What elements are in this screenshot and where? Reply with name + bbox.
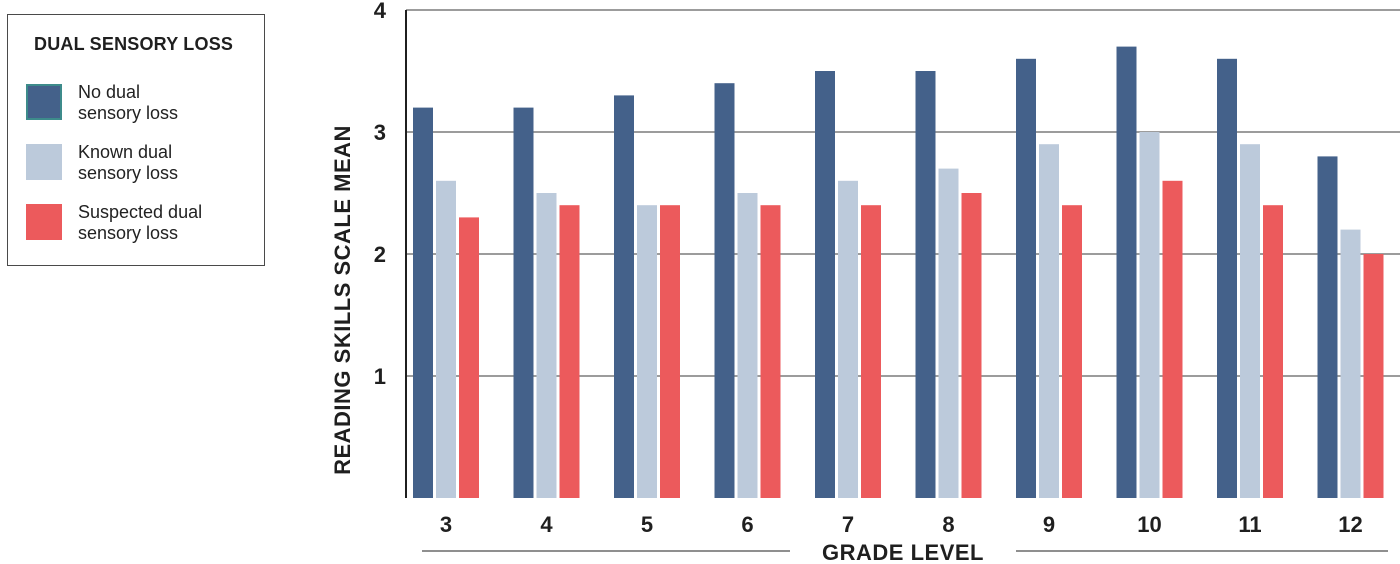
legend-swatch-suspected-dual [26,204,62,240]
bar-grade-4-series-0 [513,107,534,498]
bar-grade-8-series-1 [938,168,959,498]
legend-label-known-dual: Known dual sensory loss [78,142,248,184]
bar-grade-6-series-2 [760,205,781,498]
bar-grade-4-series-1 [536,193,557,498]
bar-grade-7-series-2 [861,205,881,498]
bar-grade-5-series-2 [660,205,680,498]
bar-grade-10-series-2 [1162,180,1183,499]
legend-label-line2: sensory loss [78,103,179,123]
bar-grade-4-series-2 [559,205,580,498]
axes [405,10,1388,552]
bar-grade-8-series-2 [961,193,982,498]
bar-grade-7-series-0 [815,71,835,498]
x-tick-label: 12 [1338,512,1362,537]
bar-grade-11-series-2 [1263,205,1283,498]
bar-grade-9-series-2 [1062,205,1082,498]
bars [413,46,1384,499]
bar-grade-6-series-0 [714,83,735,498]
bar-grade-5-series-0 [614,95,634,499]
bar-grade-10-series-1 [1139,132,1160,498]
legend-label-suspected-dual: Suspected dual sensory loss [78,202,248,244]
bar-grade-9-series-1 [1039,144,1059,498]
x-tick-label: 6 [741,512,753,537]
legend-swatch-known-dual [26,144,62,180]
bar-grade-3-series-2 [459,217,479,498]
bar-grade-10-series-0 [1116,46,1137,498]
bar-grade-5-series-1 [637,205,657,498]
x-tick-label: 8 [942,512,954,537]
bar-grade-6-series-1 [737,193,758,498]
legend: DUAL SENSORY LOSS No dual sensory loss K… [7,14,265,266]
y-tick-label: 3 [374,120,386,145]
legend-label-line2: sensory loss [78,223,179,243]
legend-label-line1: No dual [78,82,141,102]
bar-grade-8-series-0 [915,71,936,498]
bar-grade-9-series-0 [1016,58,1036,499]
y-axis-title: READING SKILLS SCALE MEAN [330,125,355,475]
x-tick-label: 11 [1238,512,1261,537]
x-tick-label: 4 [540,512,553,537]
y-tick-label: 1 [374,364,386,389]
bar-grade-12-series-2 [1363,254,1384,498]
y-tick-label: 4 [374,0,387,23]
x-tick-label: 5 [641,512,653,537]
legend-label-line2: sensory loss [78,163,179,183]
legend-label-line1: Known dual [78,142,173,162]
bar-grade-12-series-0 [1317,156,1338,498]
bar-grade-7-series-1 [838,180,858,499]
x-tick-label: 10 [1137,512,1161,537]
bar-grade-3-series-1 [436,180,456,499]
bar-grade-3-series-0 [413,107,433,498]
x-axis-title: GRADE LEVEL [822,540,984,564]
y-tick-label: 2 [374,242,386,267]
bar-grade-11-series-1 [1240,144,1260,498]
legend-swatch-no-dual [26,84,62,120]
bar-grade-11-series-0 [1217,58,1237,499]
bar-grade-12-series-1 [1340,229,1361,498]
legend-title: DUAL SENSORY LOSS [34,34,234,54]
x-tick-label: 3 [440,512,452,537]
x-tick-label: 7 [842,512,854,537]
legend-label-no-dual: No dual sensory loss [78,82,248,124]
x-tick-label: 9 [1043,512,1055,537]
legend-label-line1: Suspected dual [78,202,203,222]
